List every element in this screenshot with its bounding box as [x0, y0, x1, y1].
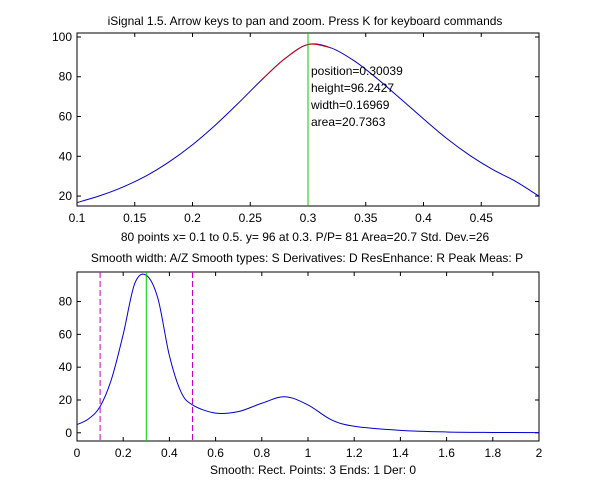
top-chart-xtick-label: 0.3	[300, 211, 317, 225]
bottom-signal-line	[76, 273, 540, 434]
bottom-chart-xtick-label: 1.6	[438, 446, 455, 460]
bottom-chart-xtick-label: 0.8	[253, 446, 270, 460]
bottom-chart-plot	[76, 272, 540, 441]
bottom-chart-ytick-label: 0	[65, 426, 72, 440]
top-chart-ytick-label: 100	[52, 30, 72, 44]
top-chart-xtick-label: 0.15	[123, 211, 147, 225]
top-chart-ticks: 0.1 0.15 0.2 0.25 0.3 0.35 0.4 0.45 20 40 60 80 100	[52, 30, 539, 225]
top-chart-plot	[76, 33, 540, 206]
bottom-chart-ytick-label: 60	[59, 327, 73, 341]
bottom-chart-xtick-label: 0.6	[207, 446, 224, 460]
top-chart-info-line: 80 points x= 0.1 to 0.5. y= 96 at 0.3. P…	[121, 230, 490, 244]
bottom-chart-xtick-label: 0	[74, 446, 81, 460]
top-chart-title: iSignal 1.5. Arrow keys to pan and zoom.…	[108, 14, 503, 28]
top-chart-ytick-label: 20	[59, 189, 73, 203]
bottom-chart-status-line: Smooth: Rect. Points: 3 Ends: 1 Der: 0	[210, 463, 416, 477]
top-chart-ytick-label: 80	[59, 70, 73, 84]
annotation-area: area=20.7363	[311, 115, 386, 129]
top-chart-xtick-label: 0.25	[239, 211, 263, 225]
top-chart-xtick-label: 0.2	[184, 211, 201, 225]
bottom-chart-xtick-label: 1.8	[484, 446, 501, 460]
bottom-chart-xtick-label: 1	[305, 446, 312, 460]
bottom-chart-ytick-label: 40	[59, 360, 73, 374]
annotation-position: position=0.30039	[311, 64, 403, 78]
bottom-chart-ytick-label: 80	[59, 295, 73, 309]
top-chart-xtick-label: 0.45	[470, 211, 494, 225]
top-chart-ytick-label: 40	[59, 149, 73, 163]
bottom-chart-xtick-label: 0.2	[115, 446, 132, 460]
bottom-chart-xtick-label: 0.4	[161, 446, 178, 460]
bottom-chart-frame	[76, 271, 540, 442]
bottom-chart-header: Smooth width: A/Z Smooth types: S Deriva…	[91, 251, 523, 265]
top-chart-xtick-label: 0.1	[69, 211, 86, 225]
bottom-chart-xtick-label: 1.4	[392, 446, 409, 460]
annotation-width: width=0.16969	[310, 98, 390, 112]
top-chart-ytick-label: 60	[59, 110, 73, 124]
bottom-chart-ytick-label: 20	[59, 393, 73, 407]
top-chart-xtick-label: 0.4	[415, 211, 432, 225]
bottom-chart-xtick-label: 2	[536, 446, 543, 460]
top-peak-fit-line	[261, 43, 332, 81]
bottom-chart-xtick-label: 1.2	[346, 446, 363, 460]
top-chart-axes[interactable]: 0.1 0.15 0.2 0.25 0.3 0.35 0.4 0.4520406080100 …	[52, 30, 540, 225]
top-chart-xtick-label: 0.35	[354, 211, 378, 225]
top-chart-peak-annotations: position=0.30039 height=96.2427 width=0.…	[310, 64, 403, 129]
annotation-height: height=96.2427	[311, 81, 394, 95]
